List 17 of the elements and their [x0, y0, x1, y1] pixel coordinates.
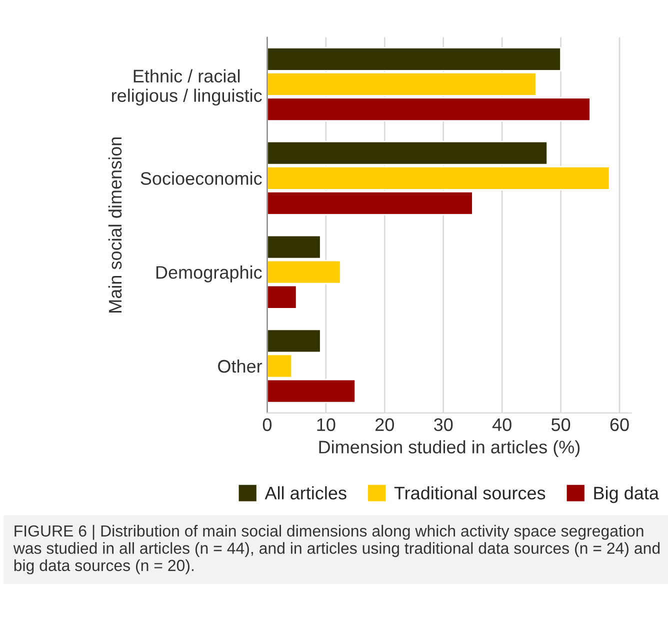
legend-label: All articles	[264, 486, 346, 500]
legend-label: Traditional sources	[394, 486, 546, 500]
x-tick-label: 30	[434, 418, 453, 432]
legend-label: Big data	[594, 486, 659, 504]
y-tick-label: Other	[218, 359, 262, 373]
y-tick-label: Socioeconomic	[140, 172, 262, 185]
x-tick-label: 0	[262, 418, 272, 432]
y-axis-title: Main social dimension	[108, 137, 122, 312]
x-tick-label: 10	[317, 418, 336, 432]
x-tick-label: 40	[492, 418, 512, 432]
caption: FIGURE 6 | Distribution of main social dimensions along which activity space segregation was studied in all articles (n = 44), and in articles using traditional data sources (n = 24) and big data sources (n = 20).	[13, 524, 660, 574]
x-tick-label: 60	[610, 418, 629, 432]
x-tick-label: 20	[376, 418, 394, 432]
x-axis-title: Dimension studied in articles (%)	[319, 440, 580, 458]
x-tick-label: 50	[551, 418, 570, 432]
y-tick-label: Demographic	[156, 266, 262, 282]
y-tick-label: Ethnic / racial religious / linguistic	[112, 69, 262, 106]
